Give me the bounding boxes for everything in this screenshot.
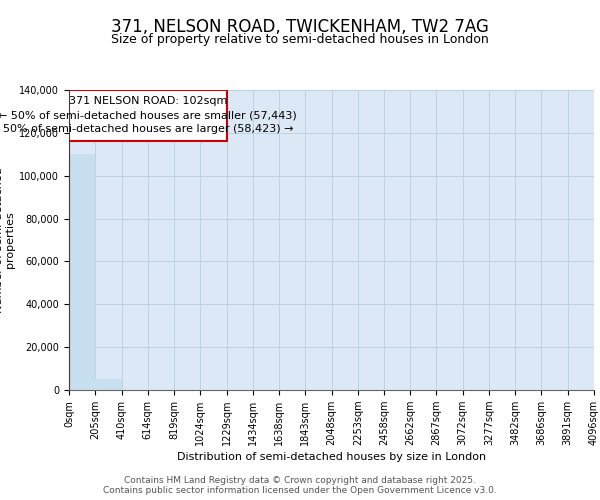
Text: Contains HM Land Registry data © Crown copyright and database right 2025.
Contai: Contains HM Land Registry data © Crown c… <box>103 476 497 495</box>
Bar <box>69 154 95 390</box>
Bar <box>69 90 227 141</box>
Text: Size of property relative to semi-detached houses in London: Size of property relative to semi-detach… <box>111 32 489 46</box>
Y-axis label: Number of semi-detached
properties: Number of semi-detached properties <box>0 167 15 313</box>
Text: 371, NELSON ROAD, TWICKENHAM, TW2 7AG: 371, NELSON ROAD, TWICKENHAM, TW2 7AG <box>111 18 489 36</box>
Bar <box>95 380 122 390</box>
X-axis label: Distribution of semi-detached houses by size in London: Distribution of semi-detached houses by … <box>177 452 486 462</box>
Text: 371 NELSON ROAD: 102sqm
← 50% of semi-detached houses are smaller (57,443)
50% o: 371 NELSON ROAD: 102sqm ← 50% of semi-de… <box>0 96 297 134</box>
